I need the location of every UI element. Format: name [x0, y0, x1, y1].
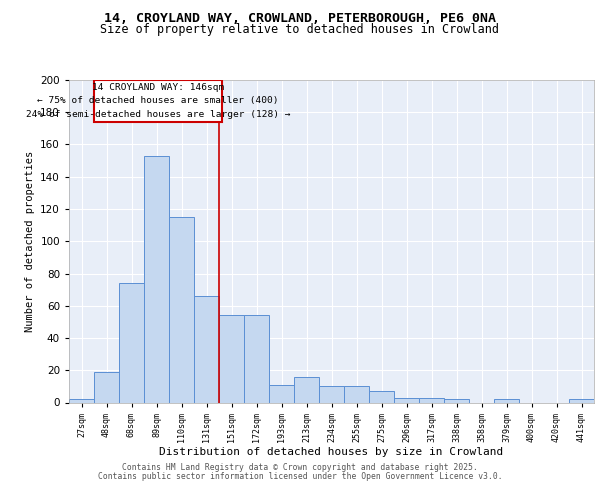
Text: Contains public sector information licensed under the Open Government Licence v3: Contains public sector information licen…: [98, 472, 502, 481]
Text: 14, CROYLAND WAY, CROWLAND, PETERBOROUGH, PE6 0NA: 14, CROYLAND WAY, CROWLAND, PETERBOROUGH…: [104, 12, 496, 26]
Bar: [169, 217, 194, 402]
Text: 14 CROYLAND WAY: 146sqm
← 75% of detached houses are smaller (400)
24% of semi-d: 14 CROYLAND WAY: 146sqm ← 75% of detache…: [25, 84, 290, 118]
Bar: [69, 400, 94, 402]
Bar: [394, 398, 419, 402]
Text: Contains HM Land Registry data © Crown copyright and database right 2025.: Contains HM Land Registry data © Crown c…: [122, 464, 478, 472]
Bar: [344, 386, 369, 402]
Bar: [369, 391, 394, 402]
X-axis label: Distribution of detached houses by size in Crowland: Distribution of detached houses by size …: [160, 447, 503, 457]
Bar: [244, 316, 269, 402]
Bar: [94, 372, 119, 402]
Bar: [144, 156, 169, 402]
Bar: [319, 386, 344, 402]
Text: Size of property relative to detached houses in Crowland: Size of property relative to detached ho…: [101, 22, 499, 36]
Y-axis label: Number of detached properties: Number of detached properties: [25, 150, 35, 332]
Bar: [269, 385, 294, 402]
Bar: [419, 398, 444, 402]
Bar: [494, 400, 519, 402]
Bar: [194, 296, 219, 403]
Bar: [569, 400, 594, 402]
Bar: [444, 400, 469, 402]
Bar: [119, 283, 144, 403]
Bar: [219, 316, 244, 402]
Bar: [294, 376, 319, 402]
Bar: [94, 80, 221, 122]
